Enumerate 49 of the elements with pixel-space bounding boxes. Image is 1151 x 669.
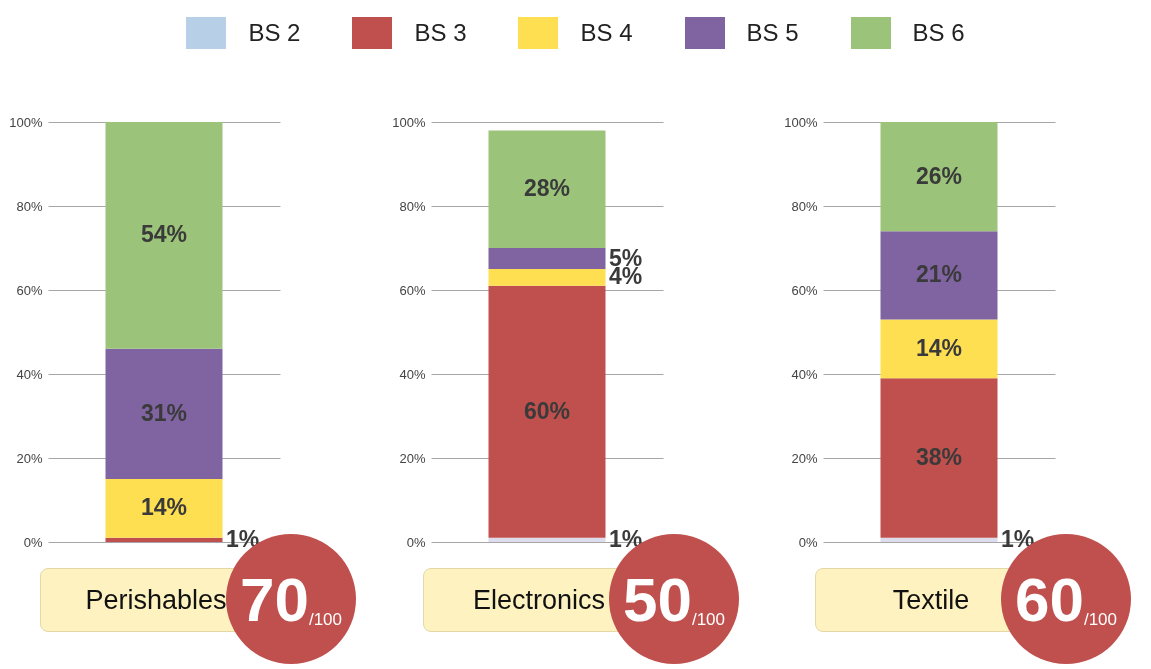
bar <box>880 122 998 232</box>
y-tick-label: 40% <box>16 366 43 382</box>
legend-label: BS 5 <box>746 19 799 47</box>
y-tick-label: 0% <box>406 534 426 550</box>
bar <box>880 378 998 538</box>
data-label: 14% <box>915 334 963 361</box>
y-tick-label: 40% <box>399 366 426 382</box>
data-label: 31% <box>140 399 188 426</box>
data-label: 21% <box>915 261 963 288</box>
bar <box>105 348 223 479</box>
data-label: 26% <box>915 162 963 189</box>
y-tick-label: 80% <box>399 198 426 214</box>
data-label: 54% <box>140 221 188 248</box>
legend-label: BS 3 <box>414 19 467 47</box>
bar <box>488 537 606 542</box>
data-label: 1% <box>1001 525 1035 552</box>
data-label: 1% <box>609 525 643 552</box>
data-label: 28% <box>523 175 571 202</box>
y-tick-label: 100% <box>392 114 426 130</box>
legend-label: BS 4 <box>580 19 633 47</box>
legend-label: BS 2 <box>248 19 301 47</box>
y-tick-label: 60% <box>16 282 43 298</box>
data-label: 14% <box>140 494 188 521</box>
y-tick-label: 80% <box>791 198 818 214</box>
data-label: 60% <box>523 397 571 424</box>
data-label: 38% <box>915 444 963 470</box>
y-tick-label: 60% <box>791 282 818 298</box>
y-tick-label: 100% <box>784 114 818 130</box>
bar <box>105 122 223 349</box>
data-label: 1% <box>226 525 260 552</box>
y-tick-label: 20% <box>16 450 43 466</box>
bar <box>880 231 998 320</box>
bar <box>488 248 606 269</box>
bar <box>488 285 606 538</box>
bar <box>880 537 998 542</box>
bar <box>488 269 606 286</box>
y-tick-label: 80% <box>16 198 43 214</box>
bar <box>105 479 223 538</box>
y-tick-label: 0% <box>23 534 43 550</box>
y-tick-label: 60% <box>399 282 426 298</box>
bar <box>488 130 606 248</box>
bar <box>880 319 998 379</box>
y-tick-label: 100% <box>9 114 43 130</box>
y-tick-label: 40% <box>791 366 818 382</box>
legend-label: BS 6 <box>912 19 965 47</box>
y-tick-label: 0% <box>798 534 818 550</box>
y-tick-label: 20% <box>399 450 426 466</box>
y-tick-label: 20% <box>791 450 818 466</box>
bar <box>105 537 223 542</box>
